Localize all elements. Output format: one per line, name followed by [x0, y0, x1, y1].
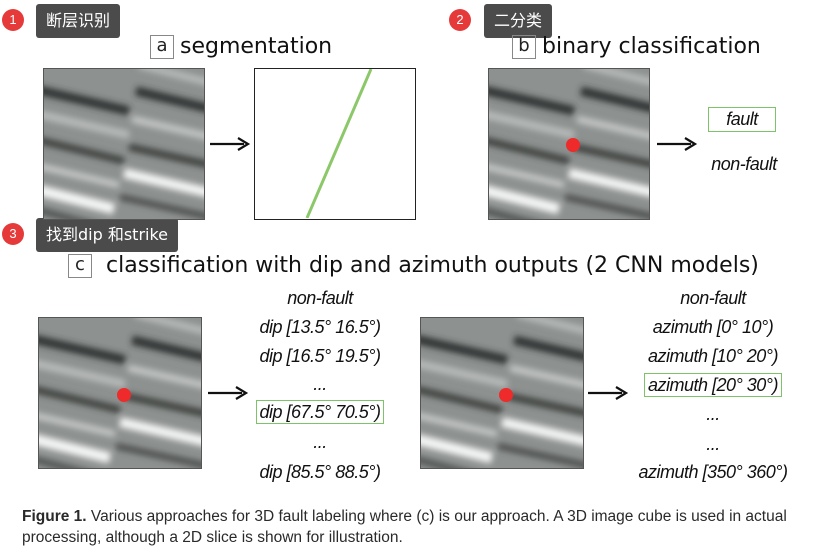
dip-label-highlight: dip [67.5° 70.5°)	[240, 400, 400, 424]
sample-point-b	[566, 138, 580, 152]
seismic-image-b	[488, 68, 650, 220]
dip-label-non-fault: non-fault	[287, 288, 353, 308]
dip-label-2: dip [16.5° 19.5°)	[259, 346, 381, 366]
panel-a-heading: a segmentation	[150, 34, 332, 59]
azimuth-label-non-fault: non-fault	[680, 288, 746, 308]
sample-point-c-azimuth	[499, 388, 513, 402]
azimuth-label-ellipsis-2: ...	[706, 434, 720, 454]
segmentation-result	[254, 68, 416, 220]
panel-b-heading: b binary classification	[512, 34, 761, 59]
step-3-badge[interactable]: 3	[2, 223, 24, 245]
azimuth-label-highlight: azimuth [20° 30°)	[628, 373, 798, 397]
panel-c-heading: c classification with dip and azimuth out…	[68, 253, 759, 278]
panel-a-title: segmentation	[180, 34, 333, 59]
dip-label-highlight-box: dip [67.5° 70.5°)	[255, 400, 385, 424]
step-2-tooltip: 二分类	[484, 4, 553, 38]
sample-point-c-dip	[117, 388, 131, 402]
dip-label-ellipsis-2: ...	[313, 432, 327, 452]
azimuth-label-last: azimuth [350° 360°)	[638, 462, 788, 482]
seismic-image-c-azimuth	[420, 317, 584, 469]
azimuth-label-highlight-box: azimuth [20° 30°)	[644, 373, 782, 397]
label-non-fault-b: non-fault	[711, 154, 777, 174]
step-1-tooltip: 断层识别	[36, 4, 121, 38]
dip-label-1: dip [13.5° 16.5°)	[259, 317, 381, 337]
label-fault: fault	[708, 107, 776, 132]
step-1-badge[interactable]: 1	[2, 9, 24, 31]
dip-label-ellipsis-1: ...	[313, 374, 327, 394]
step-2-badge[interactable]: 2	[449, 9, 471, 31]
panel-b-letter: b	[512, 35, 536, 59]
fault-line	[305, 68, 373, 219]
arrow-icon-c-dip	[208, 386, 249, 400]
step-3-tooltip: 找到dip 和strike	[36, 218, 179, 252]
figure-caption: Figure 1. Various approaches for 3D faul…	[22, 506, 802, 548]
seismic-image-a	[43, 68, 205, 220]
azimuth-label-1: azimuth [0° 10°)	[652, 317, 774, 337]
panel-a-letter: a	[150, 35, 174, 59]
panel-c-letter: c	[68, 254, 92, 278]
seismic-image-c-dip	[38, 317, 202, 469]
caption-text: Various approaches for 3D fault labeling…	[22, 508, 787, 546]
azimuth-label-2: azimuth [10° 20°)	[648, 346, 778, 366]
dip-label-last: dip [85.5° 88.5°)	[259, 462, 381, 482]
arrow-icon-c-azimuth	[588, 386, 629, 400]
arrow-icon-a	[210, 137, 251, 151]
azimuth-label-ellipsis-1: ...	[706, 404, 720, 424]
arrow-icon-b	[657, 137, 698, 151]
caption-prefix: Figure 1.	[22, 508, 87, 525]
panel-c-title: classification with dip and azimuth outp…	[106, 253, 759, 278]
panel-b-title: binary classification	[542, 34, 761, 59]
